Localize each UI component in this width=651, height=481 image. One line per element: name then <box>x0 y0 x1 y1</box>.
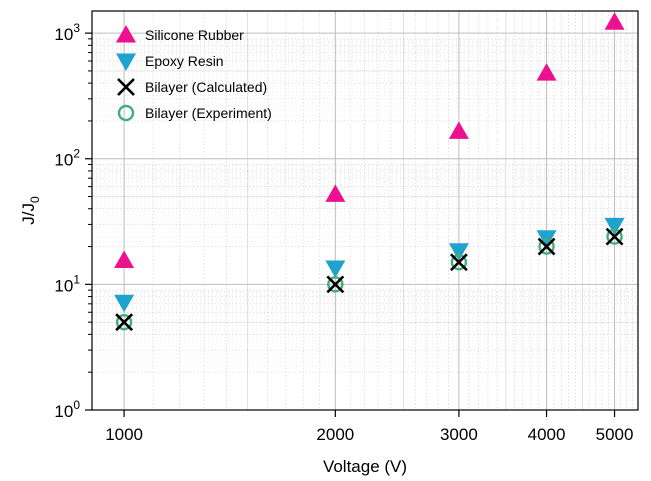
y-axis-label-subscript: 0 <box>28 196 42 203</box>
legend-label: Epoxy Resin <box>145 53 224 69</box>
data-point <box>114 250 135 268</box>
data-point <box>450 254 468 271</box>
x-axis-label: Voltage (V) <box>323 457 407 476</box>
data-point <box>604 12 625 30</box>
y-tick-label: 101 <box>54 272 80 295</box>
x-stroke <box>115 313 134 332</box>
x-tick-label: 4000 <box>528 425 566 444</box>
data-point <box>326 275 345 294</box>
legend-marker <box>117 78 135 96</box>
data-point <box>449 253 468 272</box>
legend-marker <box>117 104 135 122</box>
legend-label: Silicone Rubber <box>145 27 244 43</box>
x-stroke <box>117 78 135 96</box>
data-point <box>537 237 556 256</box>
data-markers <box>114 12 625 332</box>
data-point <box>327 276 344 293</box>
y-axis-label-main: J/J <box>19 203 38 225</box>
data-point <box>605 227 624 246</box>
data-point <box>448 243 469 261</box>
data-point <box>115 313 133 331</box>
data-point <box>606 228 623 245</box>
y-tick-label: 102 <box>54 147 80 170</box>
x-stroke <box>537 237 556 256</box>
x-tick-label: 3000 <box>440 425 478 444</box>
y-tick-label: 100 <box>54 398 80 421</box>
data-point <box>536 63 557 81</box>
y-tick-label: 103 <box>54 21 80 44</box>
y-axis-ticks: 100 101 102 103 <box>54 21 92 421</box>
grid-major <box>92 11 638 411</box>
data-point <box>325 184 346 202</box>
x-tick-label: 5000 <box>596 425 634 444</box>
legend-label: Bilayer (Calculated) <box>145 79 267 95</box>
data-point <box>325 260 346 279</box>
data-point <box>115 313 134 332</box>
data-point <box>448 121 469 139</box>
grid-minor <box>91 11 639 410</box>
plot-frame <box>91 10 639 411</box>
data-point <box>114 294 135 313</box>
x-tick-label: 2000 <box>316 425 354 444</box>
legend-marker <box>116 25 136 43</box>
legend-label: Bilayer (Experiment) <box>145 105 272 121</box>
x-stroke <box>449 253 468 272</box>
data-point <box>604 217 625 236</box>
x-stroke <box>605 227 624 246</box>
x-stroke <box>326 275 345 294</box>
x-tick-label: 1000 <box>105 425 143 444</box>
data-point <box>538 238 555 255</box>
legend-marker <box>116 53 136 71</box>
x-axis-ticks: 1000 2000 3000 4000 5000 <box>105 410 633 444</box>
y-axis-label: J/J0 <box>19 196 42 225</box>
legend: Silicone Rubber Epoxy Resin Bilayer (Calcu… <box>116 25 272 122</box>
